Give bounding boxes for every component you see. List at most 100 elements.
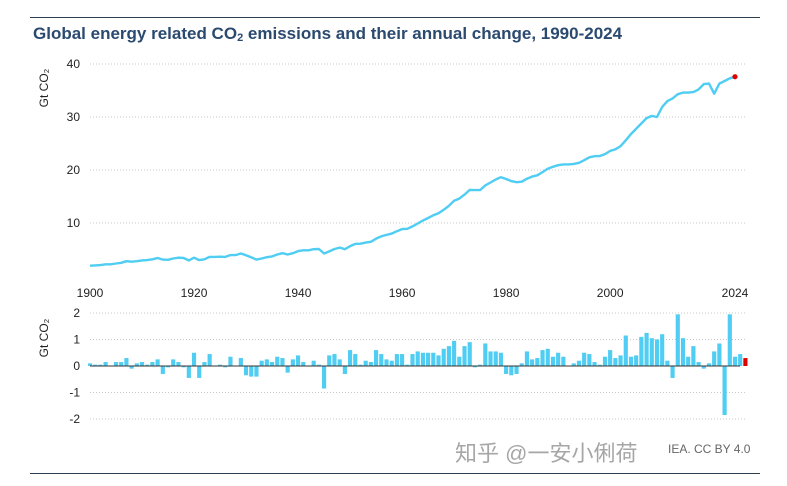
change-bar (238, 358, 243, 366)
change-bar (602, 356, 608, 366)
bottom-y-tick-label: 1 (73, 333, 80, 347)
title-subscript: 2 (237, 32, 244, 44)
change-bar (675, 314, 680, 366)
change-bar (217, 364, 223, 366)
change-bar (686, 356, 691, 366)
change-bar (462, 346, 467, 366)
change-bar (530, 359, 535, 366)
x-tick-label: 2024 (722, 286, 749, 300)
change-bar (290, 359, 295, 366)
change-bar (415, 351, 420, 366)
change-bar (706, 363, 712, 366)
change-bar (363, 360, 368, 366)
change-bar (545, 348, 550, 366)
change-bar (228, 356, 233, 366)
change-bar (379, 354, 384, 366)
change-bar (592, 362, 597, 366)
change-bar (405, 364, 410, 366)
change-bar (514, 366, 519, 374)
change-bar (613, 358, 618, 366)
change-bar (504, 366, 509, 374)
change-bar (124, 358, 129, 366)
x-tick-label: 1960 (389, 286, 416, 300)
change-bar (176, 362, 181, 366)
change-bar (259, 360, 264, 366)
change-bar (197, 366, 202, 378)
change-bar (113, 362, 119, 366)
change-bar (540, 350, 545, 366)
change-bar (269, 362, 275, 366)
watermark: 知乎 @一安小俐荷 (455, 441, 638, 466)
emissions-line (89, 75, 736, 267)
top-rule (30, 17, 760, 18)
x-tick-label: 2000 (597, 286, 624, 300)
change-bar (556, 352, 561, 366)
change-bar (743, 358, 748, 366)
change-bar (384, 359, 389, 366)
change-bar (134, 363, 139, 366)
change-bar (155, 359, 160, 366)
change-bar (249, 366, 254, 377)
x-tick-label: 1900 (77, 286, 104, 300)
change-bar (394, 354, 399, 366)
top-y-tick-label: 10 (67, 216, 81, 230)
change-bar (311, 360, 316, 366)
bottom-y-tick-label: 0 (73, 359, 80, 373)
change-bar (181, 366, 186, 368)
change-bar (452, 340, 457, 366)
change-bar (368, 362, 373, 366)
change-bar (264, 359, 269, 366)
x-tick-label: 1980 (493, 286, 520, 300)
change-bar (103, 362, 108, 366)
bottom-y-tick-label: -2 (69, 412, 80, 426)
change-bar (457, 356, 462, 366)
bottom-y-tick-label: -1 (69, 386, 80, 400)
change-bar (374, 350, 379, 366)
change-bar (696, 362, 701, 366)
change-bar (327, 355, 332, 366)
change-bar (649, 338, 654, 366)
change-bar (722, 366, 727, 416)
change-bar (576, 360, 582, 366)
change-bar (243, 366, 249, 376)
change-bar (732, 356, 738, 366)
change-bar (478, 364, 483, 366)
change-bar (389, 360, 394, 366)
bottom-rule (30, 473, 760, 474)
title-rest: emissions and their annual change, 1990-… (243, 24, 623, 43)
change-bar (348, 350, 353, 366)
change-bar (670, 366, 675, 378)
change-bar (295, 355, 301, 366)
change-bar (186, 366, 191, 378)
change-bar (400, 354, 405, 366)
x-tick-label: 1920 (181, 286, 208, 300)
change-bar (316, 364, 321, 366)
change-bar (571, 363, 576, 366)
change-bar (717, 343, 722, 366)
change-bar (587, 354, 592, 366)
change-bar (472, 366, 477, 368)
change-bar (254, 366, 259, 377)
change-bar (441, 348, 446, 366)
change-bar (337, 359, 342, 366)
change-bar (342, 366, 347, 374)
change-bar (509, 366, 514, 376)
change-bar (483, 343, 488, 366)
change-bar (712, 351, 717, 366)
change-bar (738, 354, 743, 366)
change-bar (639, 336, 644, 366)
change-bar (535, 358, 540, 366)
change-bar (665, 360, 670, 366)
change-bar (353, 354, 358, 366)
latest-year-marker (732, 74, 738, 80)
change-bar (223, 366, 228, 368)
change-bar (145, 364, 150, 366)
change-bar (431, 352, 436, 366)
x-tick-label: 1940 (285, 286, 312, 300)
change-bar (285, 366, 290, 373)
change-bar (410, 354, 415, 366)
bottom-y-tick-label: 2 (73, 306, 80, 320)
top-y-tick-label: 30 (67, 110, 81, 124)
change-bar (660, 334, 665, 366)
